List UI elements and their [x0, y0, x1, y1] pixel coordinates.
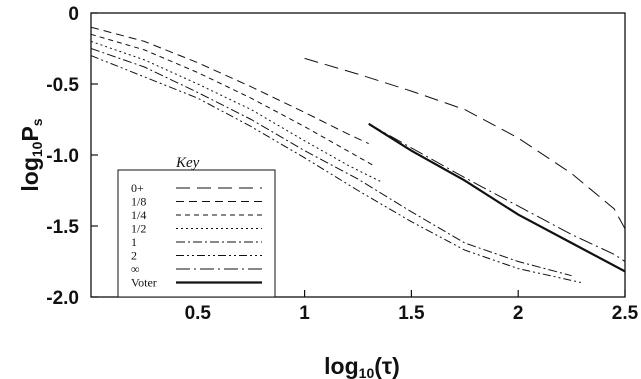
legend-label: Voter	[131, 276, 157, 290]
x-tick-label: 1.5	[398, 303, 425, 324]
x-tick-label: 2.5	[612, 303, 639, 324]
y-tick-label: -2.0	[46, 288, 79, 309]
legend-label: 0+	[131, 181, 144, 195]
x-tick-label: 1	[299, 303, 310, 324]
series-line-0	[304, 57, 625, 230]
x-tick-label: 0.5	[185, 303, 212, 324]
legend-label: ∞	[131, 262, 140, 276]
legend-title: Key	[175, 155, 200, 171]
series-line-3	[91, 40, 382, 183]
y-tick-label: 0	[68, 4, 79, 25]
y-tick-label: -1.0	[46, 146, 79, 167]
legend-label: 2	[131, 249, 137, 263]
y-axis-title-sub: s	[29, 118, 45, 126]
legend-label: 1/2	[131, 222, 146, 236]
axis-layer: 0.5 1 1.5 2 2.5 0 -0.5 -1.0 -1.5 -2.0	[46, 4, 638, 324]
x-tick-label: 2	[513, 303, 524, 324]
series-line-4	[91, 48, 572, 277]
legend-box	[117, 169, 276, 298]
series-line-2	[91, 33, 376, 167]
series-line-6	[368, 123, 625, 262]
y-axis-title-main: P	[17, 126, 43, 141]
x-axis-title: log10(τ)	[324, 353, 400, 379]
series-layer	[91, 26, 625, 284]
series-line-1	[91, 26, 369, 145]
legend: Key 0+1/81/41/212∞Voter	[117, 155, 276, 298]
legend-items: 0+1/81/41/212∞Voter	[131, 181, 262, 290]
y-axis-title-subscript: 10	[29, 141, 45, 157]
legend-label: 1/8	[131, 195, 146, 209]
legend-label: 1/4	[131, 208, 146, 222]
legend-label: 1	[131, 235, 137, 249]
x-axis-title-arg: (τ)	[374, 353, 400, 379]
x-axis-title-subscript: 10	[359, 365, 375, 379]
series-line-5	[91, 55, 583, 284]
series-line-7	[368, 122, 625, 273]
y-tick-label: -1.5	[46, 217, 79, 238]
y-tick-label: -0.5	[46, 75, 79, 96]
y-axis-title: log10Ps	[17, 118, 45, 191]
